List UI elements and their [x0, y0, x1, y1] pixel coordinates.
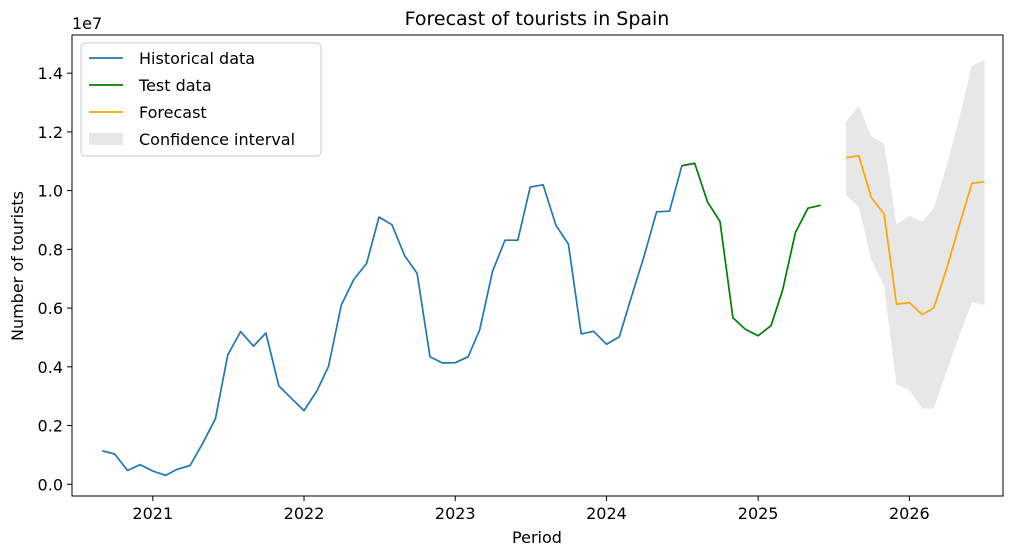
y-tick-label: 0.6: [38, 299, 63, 318]
x-tick-label: 2022: [284, 504, 325, 523]
y-tick-label: 1.4: [38, 64, 63, 83]
legend-label-test-data: Test data: [138, 76, 212, 95]
y-tick-label: 0.0: [38, 475, 63, 494]
y-axis-label: Number of tourists: [8, 191, 27, 341]
y-axis: 0.0 0.2 0.4 0.6 0.8 1.0 1.2 1.4: [38, 64, 72, 494]
legend: Historical data Test data Forecast Confiden…: [80, 42, 322, 157]
series-line-historical-data: [101, 162, 695, 477]
x-tick-label: 2025: [738, 504, 779, 523]
y-tick-label: 1.0: [38, 182, 63, 201]
legend-label-forecast: Forecast: [139, 103, 207, 122]
legend-label-confidence-interval: Confidence interval: [139, 130, 295, 149]
series-line-test-data: [681, 162, 821, 337]
series-line-forecast: [845, 154, 985, 316]
x-tick-label: 2024: [586, 504, 627, 523]
y-tick-label: 0.4: [38, 358, 63, 377]
legend-swatch-confidence-interval: [89, 133, 123, 145]
x-tick-label: 2023: [435, 504, 476, 523]
x-tick-label: 2021: [132, 504, 173, 523]
plot-area: [101, 60, 985, 477]
x-axis-label: Period: [512, 528, 562, 547]
y-tick-label: 0.8: [38, 240, 63, 259]
y-tick-label: 1.2: [38, 123, 63, 142]
axes-frame: [71, 34, 1004, 497]
chart-title: Forecast of tourists in Spain: [405, 8, 670, 30]
x-tick-label: 2026: [889, 504, 930, 523]
legend-box: [80, 42, 322, 157]
y-offset-label: 1e7: [72, 14, 102, 33]
legend-label-historical-data: Historical data: [139, 49, 255, 68]
x-axis: 2021 2022 2023 2024 2025 2026: [132, 496, 930, 523]
y-tick-label: 0.2: [38, 417, 63, 436]
confidence-interval-band: [846, 60, 985, 409]
